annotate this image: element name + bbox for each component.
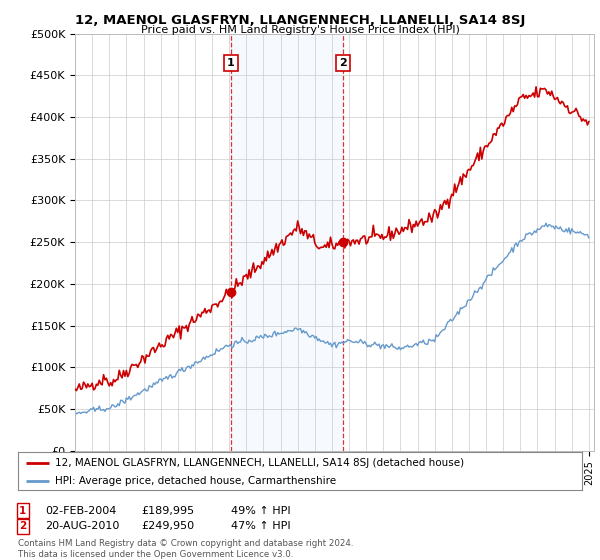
Text: 1: 1	[227, 58, 235, 68]
Text: 49% ↑ HPI: 49% ↑ HPI	[231, 506, 290, 516]
Text: 02-FEB-2004: 02-FEB-2004	[45, 506, 116, 516]
Text: Price paid vs. HM Land Registry's House Price Index (HPI): Price paid vs. HM Land Registry's House …	[140, 25, 460, 35]
Text: HPI: Average price, detached house, Carmarthenshire: HPI: Average price, detached house, Carm…	[55, 475, 336, 486]
Text: £189,995: £189,995	[141, 506, 194, 516]
Bar	[231, 34, 343, 451]
Text: 20-AUG-2010: 20-AUG-2010	[45, 521, 119, 531]
Text: £249,950: £249,950	[141, 521, 194, 531]
Text: 12, MAENOL GLASFRYN, LLANGENNECH, LLANELLI, SA14 8SJ: 12, MAENOL GLASFRYN, LLANGENNECH, LLANEL…	[75, 14, 525, 27]
Text: 12, MAENOL GLASFRYN, LLANGENNECH, LLANELLI, SA14 8SJ (detached house): 12, MAENOL GLASFRYN, LLANGENNECH, LLANEL…	[55, 458, 464, 468]
Text: 2: 2	[339, 58, 347, 68]
Text: 2: 2	[19, 521, 26, 531]
Text: 47% ↑ HPI: 47% ↑ HPI	[231, 521, 290, 531]
Text: 1: 1	[19, 506, 26, 516]
Text: Contains HM Land Registry data © Crown copyright and database right 2024.
This d: Contains HM Land Registry data © Crown c…	[18, 539, 353, 559]
